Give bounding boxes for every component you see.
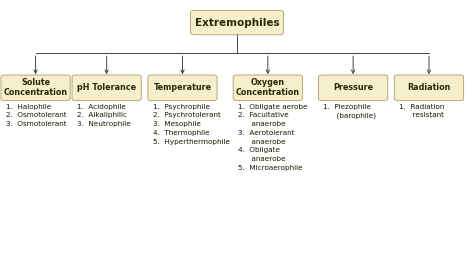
Text: pH Tolerance: pH Tolerance	[77, 83, 136, 92]
Text: 1.  Acidophile
2.  Alkaliphilic
3.  Neutrophile: 1. Acidophile 2. Alkaliphilic 3. Neutrop…	[77, 104, 130, 127]
FancyBboxPatch shape	[394, 75, 464, 101]
Text: 1.  Radiation
      resistant: 1. Radiation resistant	[399, 104, 445, 118]
FancyBboxPatch shape	[319, 75, 388, 101]
Text: 1.  Halophile
2.  Osmotolerant
3.  Osmotolerant: 1. Halophile 2. Osmotolerant 3. Osmotole…	[6, 104, 66, 127]
Text: Extremophiles: Extremophiles	[195, 18, 279, 28]
FancyBboxPatch shape	[72, 75, 141, 101]
Text: 1.  Psychrophile
2.  Psychrotolerant
3.  Mesophile
4.  Thermophile
5.  Hyperther: 1. Psychrophile 2. Psychrotolerant 3. Me…	[153, 104, 229, 145]
Text: Radiation: Radiation	[407, 83, 451, 92]
FancyBboxPatch shape	[233, 75, 302, 101]
Text: Pressure: Pressure	[333, 83, 373, 92]
Text: Solute
Concentration: Solute Concentration	[3, 78, 68, 97]
FancyBboxPatch shape	[1, 75, 70, 101]
Text: 1.  Piezophile
      (barophile): 1. Piezophile (barophile)	[323, 104, 376, 119]
Text: 1.  Obligate aerobe
2.  Facultative
      anaerobe
3.  Aerotolerant
      anaero: 1. Obligate aerobe 2. Facultative anaero…	[238, 104, 308, 171]
FancyBboxPatch shape	[148, 75, 217, 101]
FancyBboxPatch shape	[191, 11, 283, 35]
Text: Temperature: Temperature	[154, 83, 211, 92]
Text: Oxygen
Concentration: Oxygen Concentration	[236, 78, 300, 97]
